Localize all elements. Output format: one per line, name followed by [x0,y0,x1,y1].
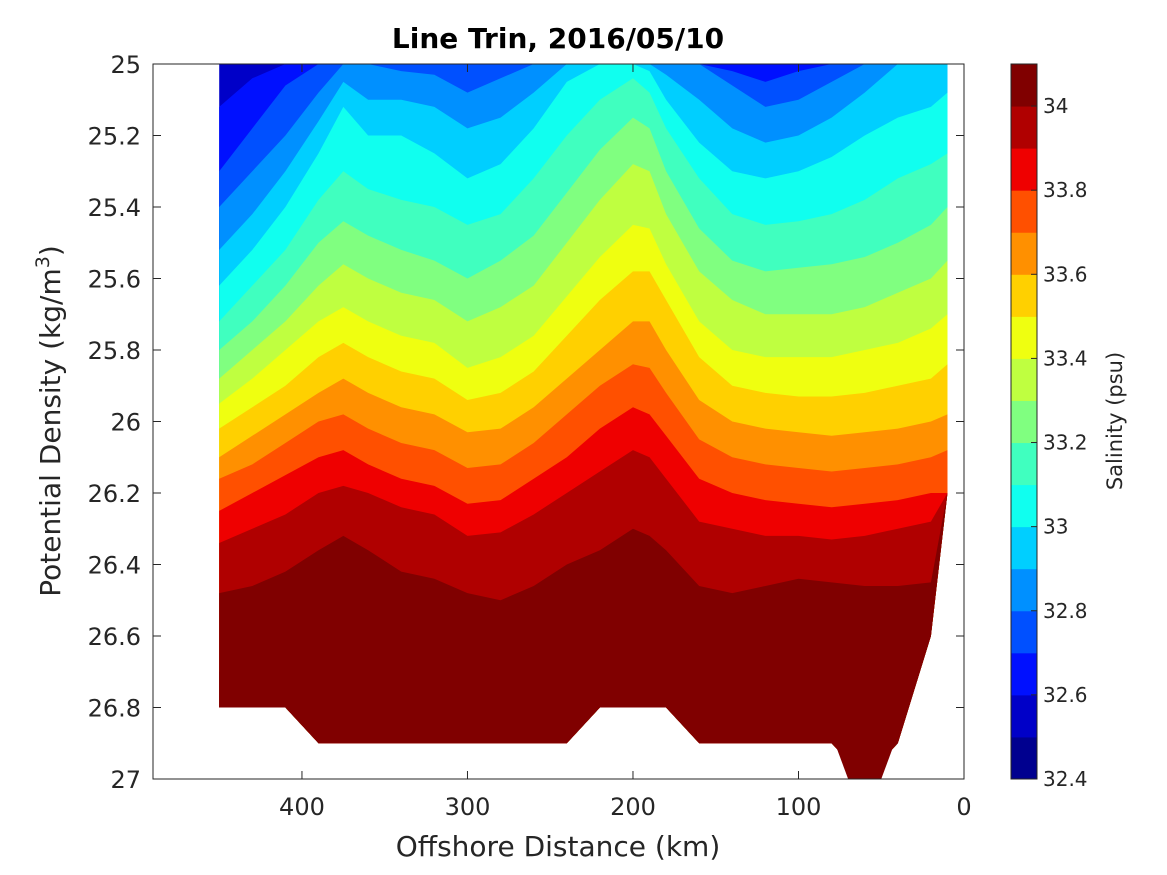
x-tick-label: 100 [776,793,822,821]
colorbar-tick-label: 32.8 [1043,599,1088,623]
x-tick-label: 400 [279,793,325,821]
y-axis-label-close: ) [34,245,67,256]
colorbar-swatch [1011,190,1037,233]
colorbar-swatch [1011,442,1037,486]
y-axis-ticks: 25 25.2 25.4 25.6 25.8 26 26.2 26.4 26.6 26.8 27 [88,51,964,794]
colorbar-ticks: 32.4 32.6 32.8 33 33.2 33.4 33.6 33.8 34 [1031,94,1088,791]
plot-area: 400 300 200 100 0 25 25.2 25.4 25.6 25.8 26 26.2 26… [88,51,972,821]
colorbar-swatch [1011,568,1037,612]
colorbar-tick-label: 33.6 [1043,262,1088,286]
contour-band [219,493,948,779]
x-tick-label: 200 [610,793,656,821]
colorbar-swatch [1011,274,1037,317]
colorbar-tick-label: 32.4 [1043,767,1088,791]
y-tick-label: 25 [110,51,141,79]
y-tick-label: 25.2 [88,123,141,151]
y-axis-label-superscript: 3 [32,256,54,268]
colorbar-swatch [1011,400,1037,444]
colorbar-tick-label: 33.2 [1043,431,1088,455]
x-tick-label: 300 [445,793,491,821]
y-tick-label: 27 [110,766,141,794]
colorbar-tick-label: 32.6 [1043,683,1088,707]
colorbar-tick-label: 33.8 [1043,178,1088,202]
colorbar-swatch [1011,610,1037,654]
colorbar-tick-label: 33.4 [1043,346,1088,370]
colorbar-swatch [1011,148,1037,191]
colorbar-swatch [1011,64,1037,107]
chart-title: Line Trin, 2016/05/10 [392,22,724,55]
contour-fill-layer [219,64,948,779]
x-tick-label: 0 [956,793,971,821]
y-tick-label: 26 [110,409,141,437]
colorbar-frame [1010,63,1038,780]
y-tick-label: 25.8 [88,337,141,365]
colorbar-swatch [1011,652,1037,696]
y-tick-label: 26.2 [88,480,141,508]
y-axis-label: Potential Density (kg/m3) [32,245,67,597]
contour-band-deep-core [834,743,895,779]
y-tick-label: 26.8 [88,695,141,723]
colorbar-swatch [1011,484,1037,528]
colorbar-label: Salinity (psu) [1103,352,1127,490]
colorbar-tick-label: 34 [1043,94,1068,118]
colorbar-swatches [1011,64,1037,780]
colorbar-swatch [1011,316,1037,359]
y-tick-label: 25.6 [88,266,141,294]
colorbar: 32.4 32.6 32.8 33 33.2 33.4 33.6 33.8 34 [1010,63,1088,791]
x-axis-label: Offshore Distance (km) [396,830,721,863]
colorbar-swatch [1011,106,1037,149]
colorbar-swatch [1011,358,1037,401]
x-axis-ticks: 400 300 200 100 0 [279,64,972,821]
colorbar-swatch [1011,526,1037,570]
y-axis-label-main: Potential Density (kg/m [34,268,67,597]
colorbar-swatch [1011,736,1037,780]
colorbar-tick-label: 33 [1043,515,1068,539]
colorbar-swatch [1011,232,1037,275]
y-tick-label: 25.4 [88,194,141,222]
y-tick-label: 26.4 [88,552,141,580]
y-tick-label: 26.6 [88,623,141,651]
colorbar-swatch [1011,694,1037,738]
